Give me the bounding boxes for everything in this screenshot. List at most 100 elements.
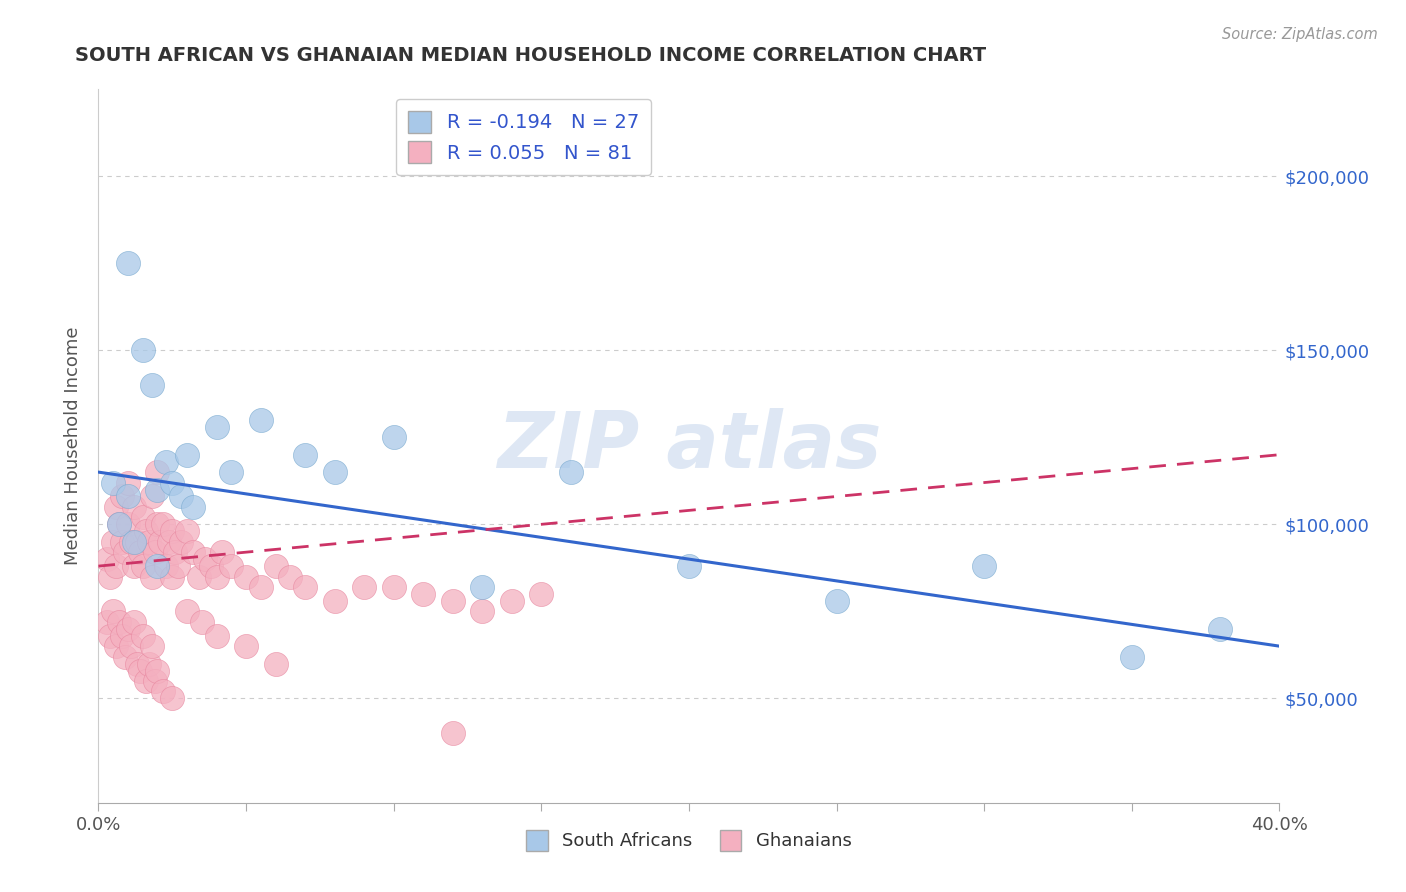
- Point: [141, 378, 163, 392]
- Point: [200, 559, 222, 574]
- Point: [103, 534, 125, 549]
- Point: [471, 604, 494, 618]
- Point: [155, 559, 177, 574]
- Point: [181, 545, 204, 559]
- Point: [132, 343, 155, 358]
- Point: [103, 604, 125, 618]
- Point: [162, 475, 183, 490]
- Point: [264, 559, 287, 574]
- Point: [125, 657, 148, 671]
- Point: [235, 639, 257, 653]
- Point: [98, 629, 121, 643]
- Point: [152, 517, 174, 532]
- Point: [382, 580, 405, 594]
- Point: [250, 580, 273, 594]
- Point: [205, 629, 228, 643]
- Point: [162, 569, 183, 583]
- Point: [170, 490, 193, 504]
- Legend: South Africans, Ghanaians: South Africans, Ghanaians: [519, 822, 859, 858]
- Point: [117, 475, 139, 490]
- Point: [128, 545, 150, 559]
- Point: [162, 691, 183, 706]
- Text: SOUTH AFRICAN VS GHANAIAN MEDIAN HOUSEHOLD INCOME CORRELATION CHART: SOUTH AFRICAN VS GHANAIAN MEDIAN HOUSEHO…: [75, 46, 986, 65]
- Point: [117, 256, 139, 270]
- Point: [294, 580, 316, 594]
- Point: [221, 559, 243, 574]
- Point: [191, 615, 214, 629]
- Point: [471, 580, 494, 594]
- Point: [132, 510, 155, 524]
- Point: [323, 594, 346, 608]
- Point: [323, 465, 346, 479]
- Point: [176, 448, 198, 462]
- Point: [181, 500, 204, 514]
- Point: [105, 500, 128, 514]
- Point: [114, 649, 136, 664]
- Text: ZIP atlas: ZIP atlas: [496, 408, 882, 484]
- Point: [157, 534, 180, 549]
- Point: [122, 534, 145, 549]
- Point: [96, 552, 118, 566]
- Point: [155, 455, 177, 469]
- Point: [114, 545, 136, 559]
- Point: [167, 559, 190, 574]
- Point: [187, 569, 209, 583]
- Point: [96, 615, 118, 629]
- Point: [501, 594, 523, 608]
- Point: [120, 639, 142, 653]
- Point: [146, 664, 169, 678]
- Point: [221, 465, 243, 479]
- Point: [412, 587, 434, 601]
- Point: [973, 559, 995, 574]
- Point: [146, 559, 169, 574]
- Point: [117, 517, 139, 532]
- Point: [152, 684, 174, 698]
- Point: [146, 465, 169, 479]
- Text: Source: ZipAtlas.com: Source: ZipAtlas.com: [1222, 27, 1378, 42]
- Point: [132, 559, 155, 574]
- Point: [138, 657, 160, 671]
- Point: [165, 545, 187, 559]
- Point: [825, 594, 848, 608]
- Point: [176, 524, 198, 539]
- Point: [146, 483, 169, 497]
- Point: [205, 420, 228, 434]
- Point: [235, 569, 257, 583]
- Point: [111, 629, 134, 643]
- Point: [108, 517, 131, 532]
- Point: [441, 726, 464, 740]
- Point: [122, 500, 145, 514]
- Point: [120, 534, 142, 549]
- Point: [108, 517, 131, 532]
- Point: [138, 534, 160, 549]
- Point: [128, 664, 150, 678]
- Point: [250, 413, 273, 427]
- Point: [105, 559, 128, 574]
- Point: [125, 534, 148, 549]
- Point: [205, 569, 228, 583]
- Point: [678, 559, 700, 574]
- Point: [108, 615, 131, 629]
- Point: [111, 490, 134, 504]
- Point: [1209, 622, 1232, 636]
- Point: [162, 524, 183, 539]
- Point: [117, 490, 139, 504]
- Point: [176, 604, 198, 618]
- Point: [135, 524, 157, 539]
- Y-axis label: Median Household Income: Median Household Income: [65, 326, 83, 566]
- Point: [117, 622, 139, 636]
- Point: [105, 639, 128, 653]
- Point: [194, 552, 217, 566]
- Point: [111, 534, 134, 549]
- Point: [146, 517, 169, 532]
- Point: [98, 569, 121, 583]
- Point: [211, 545, 233, 559]
- Point: [103, 475, 125, 490]
- Point: [560, 465, 582, 479]
- Point: [122, 559, 145, 574]
- Point: [353, 580, 375, 594]
- Point: [280, 569, 302, 583]
- Point: [382, 430, 405, 444]
- Point: [1121, 649, 1143, 664]
- Point: [132, 629, 155, 643]
